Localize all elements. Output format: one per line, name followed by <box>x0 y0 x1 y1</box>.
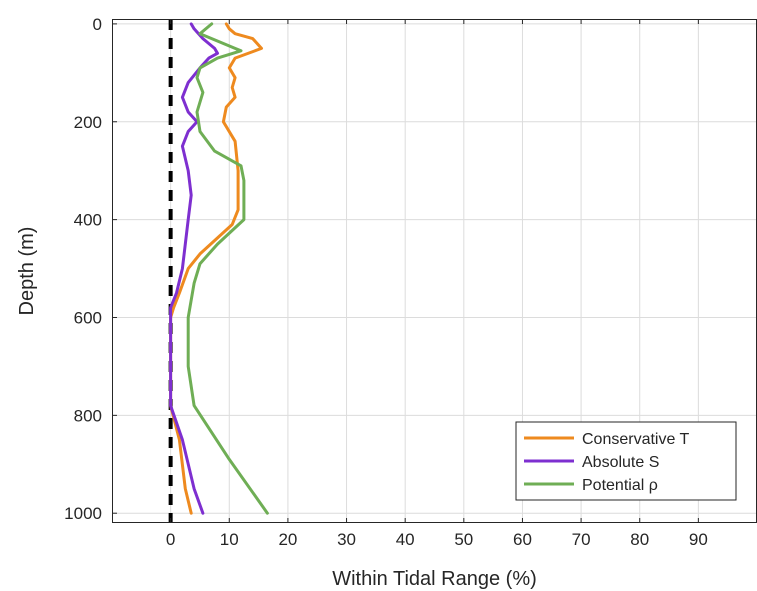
legend: Conservative T Absolute S Potential ρ <box>515 421 737 501</box>
x-tick-label: 60 <box>513 530 532 549</box>
x-tick-label: 90 <box>689 530 708 549</box>
x-axis-label: Within Tidal Range (%) <box>332 568 537 590</box>
x-tick-label: 80 <box>630 530 649 549</box>
y-tick-label: 400 <box>74 211 102 230</box>
y-axis: 0 200 400 600 800 1000 <box>64 15 117 523</box>
y-tick-label: 800 <box>74 406 102 425</box>
x-tick-label: 70 <box>572 530 591 549</box>
series-group <box>169 22 269 515</box>
series-line <box>169 22 219 515</box>
x-tick-label: 0 <box>166 530 175 549</box>
y-tick-label: 200 <box>74 113 102 132</box>
x-tick-label: 40 <box>396 530 415 549</box>
x-tick-label: 10 <box>220 530 239 549</box>
x-tick-label: 20 <box>278 530 297 549</box>
legend-label: Conservative T <box>582 431 690 448</box>
series-line <box>186 22 269 515</box>
legend-label: Absolute S <box>582 454 659 471</box>
legend-label: Potential ρ <box>582 477 658 494</box>
y-tick-label: 600 <box>74 308 102 327</box>
y-tick-label: 1000 <box>64 504 102 523</box>
x-tick-label: 30 <box>337 530 356 549</box>
y-axis-label: Depth (m) <box>16 227 38 316</box>
y-tick-label: 0 <box>93 15 102 34</box>
x-axis: 0 10 20 30 40 50 60 70 80 90 <box>166 19 708 549</box>
x-tick-label: 50 <box>454 530 473 549</box>
